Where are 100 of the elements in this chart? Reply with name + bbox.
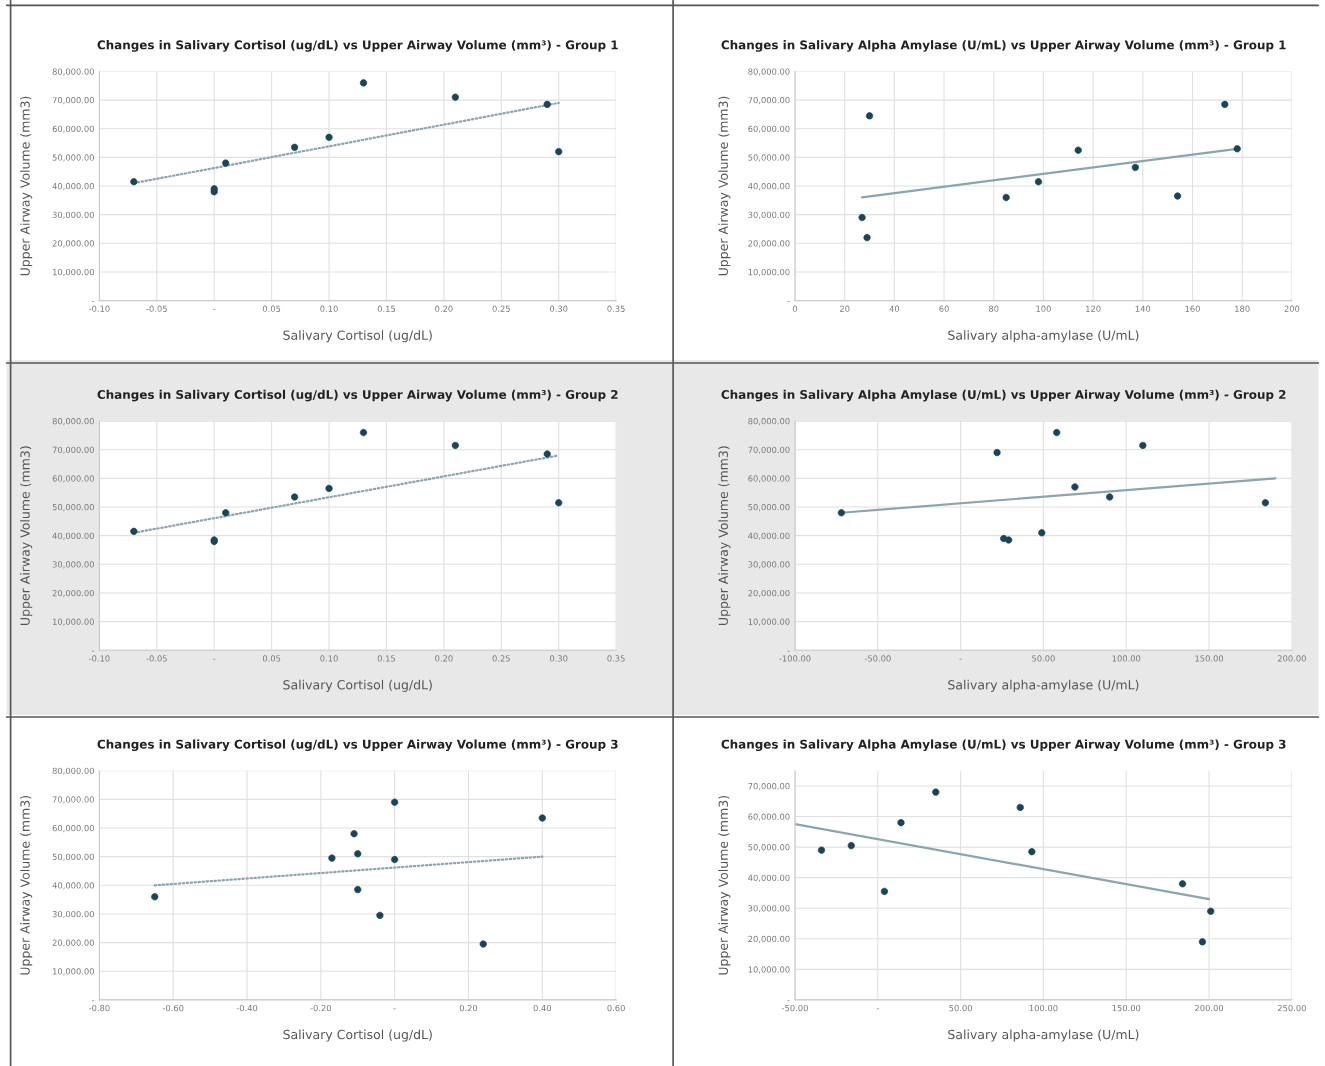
x-tick-label: 0.20 [459,1004,478,1012]
x-tick-label: 150.00 [1195,655,1224,662]
x-tick-label: 140 [1135,305,1151,312]
x-tick-label: 160 [1185,305,1200,312]
y-tick-label: - [91,301,95,302]
x-axis-title: Salivary Cortisol (ug/dL) [283,330,432,343]
x-tick-label: 0.35 [607,655,625,662]
y-tick-label: 40,000.00 [52,532,94,540]
x-tick-label: 60 [939,305,949,312]
y-tick-label: 10,000.00 [53,268,94,277]
x-tick-label: -0.10 [89,655,110,662]
y-tick-label: 60,000.00 [52,125,94,133]
chart-title: Changes in Salivary Cortisol (ug/dL) vs Upper Airway Volume (mm³) - Group 3 [97,739,618,752]
x-tick-label: 0.10 [320,655,338,662]
x-tick-label: 0.05 [262,305,281,312]
x-tick-label: 120 [1086,305,1101,312]
y-tick-label: 50,000.00 [748,504,790,512]
chart-title: Changes in Salivary Cortisol (ug/dL) vs Upper Airway Volume (mm³) - Group 1 [97,40,618,52]
y-tick-label: 20,000.00 [52,240,94,248]
y-tick-label: 50,000.00 [748,844,790,852]
x-tick-label: -50.00 [864,655,891,662]
y-tick-label: 40,000.00 [748,874,790,882]
y-tick-label: 20,000.00 [748,589,790,598]
y-tick-label: 80,000.00 [748,68,790,76]
x-axis-title: Salivary Cortisol (ug/dL) [283,1029,432,1042]
y-tick-label: 20,000.00 [52,589,94,598]
x-tick-label: 200.00 [1277,655,1306,662]
x-tick-label: 40 [889,305,900,312]
x-tick-label: -0.80 [89,1004,110,1012]
y-tick-label: 30,000.00 [52,561,94,569]
x-tick-label: 0.30 [549,305,568,312]
x-tick-label: 100.00 [1029,1004,1058,1012]
y-tick-label: 50,000.00 [748,154,790,162]
y-tick-label: 20,000.00 [52,939,94,947]
y-tick-label: - [787,650,790,652]
y-tick-label: 30,000.00 [748,905,790,913]
y-tick-label: 80,000.00 [52,68,94,76]
chart-title: Changes in Salivary Cortisol (ug/dL) vs Upper Airway Volume (mm³) - Group 2 [97,389,618,402]
y-tick-label: 60,000.00 [748,813,790,821]
y-tick-label: - [91,650,95,652]
y-tick-label: 50,000.00 [52,504,94,512]
y-tick-label: 20,000.00 [748,240,790,248]
x-tick-label: 0.10 [320,305,338,312]
y-tick-label: 50,000.00 [52,154,94,162]
x-tick-label: 0.25 [492,305,510,312]
x-tick-label: - [959,658,962,660]
x-tick-label: -0.40 [236,1004,258,1012]
x-tick-label: 0.15 [377,305,396,312]
y-axis-title: Upper Airway Volume (mm3) [718,796,731,975]
y-tick-label: 70,000.00 [748,446,790,454]
y-tick-label: 30,000.00 [748,211,790,219]
y-tick-label: - [91,1000,95,1002]
y-tick-label: 60,000.00 [748,475,790,483]
y-tick-label: 80,000.00 [52,767,94,775]
x-tick-label: - [876,1008,879,1010]
y-tick-label: 60,000.00 [52,475,94,483]
x-tick-label: 180 [1235,305,1250,312]
y-tick-label: 70,000.00 [52,97,94,105]
chart-title: Changes in Salivary Alpha Amylase (U/mL) vs Upper Airway Volume (mm³) - Group 2 [721,389,1286,402]
x-tick-label: -100.00 [779,655,811,662]
x-tick-label: -0.10 [89,305,110,312]
y-axis-title: Upper Airway Volume (mm3) [718,446,731,625]
x-tick-label: 150.00 [1112,1004,1141,1012]
y-tick-label: 10,000.00 [53,968,94,976]
x-tick-label: 0.25 [492,655,510,662]
x-tick-label: 0.30 [549,655,568,662]
x-tick-label: 50.00 [1032,655,1055,662]
x-tick-label: 0 [792,305,798,312]
y-tick-label: 70,000.00 [748,97,790,105]
y-tick-label: 40,000.00 [52,882,94,890]
y-tick-label: 10,000.00 [53,618,94,626]
x-tick-label: -0.05 [146,655,167,662]
x-axis-title: Salivary alpha-amylase (U/mL) [948,679,1139,692]
chart-title: Changes in Salivary Alpha Amylase (U/mL) vs Upper Airway Volume (mm³) - Group 1 [721,40,1286,52]
y-tick-label: - [787,301,790,302]
x-tick-label: -0.60 [162,1004,184,1012]
x-tick-label: 250.00 [1277,1004,1306,1012]
x-axis-title: Salivary Cortisol (ug/dL) [283,679,432,692]
y-tick-label: 80,000.00 [52,418,94,426]
x-tick-label: 100 [1036,305,1051,312]
y-axis-title: Upper Airway Volume (mm3) [20,796,33,975]
y-tick-label: 60,000.00 [52,825,94,833]
y-tick-label: 10,000.00 [748,268,790,277]
y-tick-label: 10,000.00 [748,966,790,974]
y-tick-label: 80,000.00 [748,418,790,426]
y-tick-label: 70,000.00 [52,796,94,804]
x-tick-label: -0.05 [146,305,167,312]
y-axis-title: Upper Airway Volume (mm3) [20,446,33,625]
y-tick-label: 30,000.00 [52,910,94,919]
x-tick-label: 0.20 [435,655,453,662]
x-tick-label: 50.00 [949,1004,972,1012]
x-tick-label: - [393,1008,396,1010]
chart-title: Changes in Salivary Alpha Amylase (U/mL) vs Upper Airway Volume (mm³) - Group 3 [721,739,1286,752]
y-tick-label: 30,000.00 [748,561,790,569]
x-tick-label: 200.00 [1195,1004,1224,1012]
y-tick-label: - [787,1000,790,1002]
y-tick-label: 40,000.00 [748,183,790,191]
y-tick-label: 10,000.00 [748,618,790,626]
y-tick-label: 40,000.00 [748,532,790,540]
x-axis-title: Salivary alpha-amylase (U/mL) [948,330,1139,343]
